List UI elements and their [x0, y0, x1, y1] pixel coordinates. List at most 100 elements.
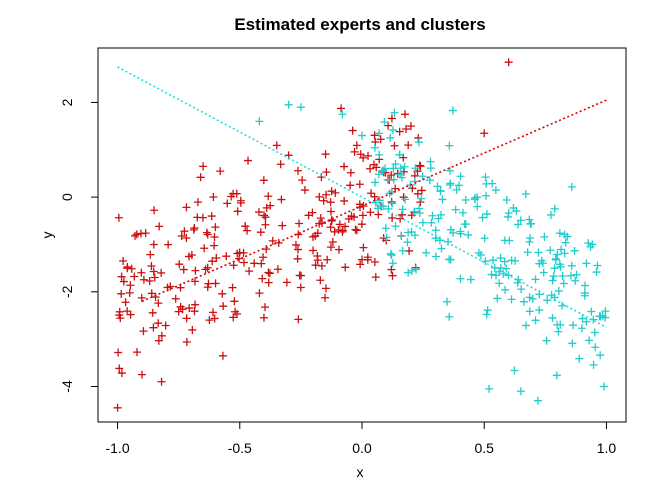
y-axis-title: y — [39, 232, 55, 239]
cluster-1-point — [388, 213, 397, 222]
cluster-2-point — [418, 218, 427, 227]
cluster-2-point — [358, 131, 366, 140]
cluster-2-point — [592, 268, 601, 277]
cluster-1-point — [146, 250, 155, 259]
cluster-1-point — [417, 186, 426, 195]
x-tick-label: -0.5 — [228, 440, 252, 456]
cluster-2-point — [493, 294, 502, 303]
cluster-1-point — [315, 219, 324, 228]
y-tick-label: 2 — [59, 98, 75, 106]
cluster-1-point — [182, 314, 191, 323]
cluster-1-point — [114, 348, 123, 357]
cluster-1-point — [295, 219, 304, 228]
cluster-2-point — [338, 110, 347, 119]
cluster-1-point — [328, 237, 337, 246]
cluster-1-point — [265, 269, 274, 278]
cluster-1-point — [341, 222, 350, 231]
cluster-2-point — [596, 351, 605, 360]
cluster-1-point — [352, 141, 361, 150]
cluster-1-point — [316, 214, 325, 223]
cluster-1-point — [164, 240, 173, 249]
expert-2-line — [117, 66, 607, 329]
cluster-2-point — [373, 204, 382, 213]
cluster-2-point — [550, 264, 559, 273]
cluster-2-point — [504, 209, 513, 218]
cluster-1-point — [150, 206, 159, 215]
cluster-1-point — [201, 265, 210, 274]
cluster-2-point — [391, 222, 400, 231]
cluster-1-point — [413, 189, 422, 198]
y-tick-label: 0 — [59, 193, 75, 201]
cluster-1-point — [117, 272, 126, 281]
cluster-2-point — [560, 249, 569, 258]
cluster-1-point — [326, 207, 335, 216]
cluster-2-point — [386, 249, 395, 258]
cluster-1-point — [244, 156, 253, 165]
cluster-1-point — [188, 325, 197, 334]
cluster-1-point — [145, 277, 154, 286]
cluster-1-point — [273, 265, 282, 274]
cluster-1-point — [370, 258, 379, 267]
cluster-2-point — [406, 181, 415, 190]
cluster-1-point — [276, 160, 285, 169]
cluster-1-point — [335, 220, 344, 229]
cluster-1-point — [261, 303, 270, 312]
cluster-1-point — [139, 327, 148, 336]
cluster-2-point — [525, 237, 534, 246]
cluster-1-point — [209, 193, 218, 202]
cluster-1-point — [123, 262, 132, 271]
cluster-1-point — [126, 281, 135, 290]
expert-lines — [117, 66, 607, 329]
cluster-2-point — [296, 103, 305, 112]
cluster-2-point — [444, 237, 453, 246]
cluster-2-point — [431, 252, 440, 261]
cluster-2-point — [255, 117, 264, 126]
cluster-1-point — [115, 364, 124, 373]
cluster-1-point — [180, 227, 189, 236]
cluster-2-point — [534, 248, 543, 257]
cluster-1-point — [154, 336, 163, 345]
cluster-2-point — [581, 281, 590, 290]
cluster-1-point — [335, 245, 344, 254]
cluster-2-point — [590, 328, 599, 337]
cluster-1-point — [330, 227, 339, 236]
x-tick-label: 0.0 — [352, 440, 372, 456]
cluster-1-point — [264, 192, 273, 201]
cluster-1-point — [179, 265, 188, 274]
cluster-2-point — [427, 218, 436, 227]
cluster-2-point — [422, 248, 431, 257]
cluster-2-point — [554, 327, 563, 336]
cluster-2-point — [446, 225, 455, 234]
cluster-2-point — [434, 214, 443, 223]
cluster-2-point — [464, 230, 473, 239]
cluster-1-point — [384, 121, 393, 130]
cluster-2-point — [601, 313, 610, 322]
cluster-1-point — [207, 212, 216, 221]
cluster-1-point — [294, 315, 303, 324]
cluster-1-point — [346, 168, 355, 177]
cluster-2-point — [481, 257, 490, 266]
cluster-2-point — [584, 239, 593, 248]
cluster-2-point — [435, 236, 444, 245]
cluster-2-point — [456, 274, 465, 283]
cluster-2-point — [521, 190, 530, 199]
cluster-2-point — [487, 270, 496, 279]
cluster-2-point — [535, 306, 544, 315]
cluster-1-point — [250, 259, 259, 268]
cluster-1-point — [266, 201, 275, 210]
cluster-2-point — [507, 295, 516, 304]
x-tick-label: 1.0 — [597, 440, 617, 456]
cluster-2-point — [550, 204, 559, 213]
cluster-1-point — [352, 226, 361, 235]
cluster-1-point — [366, 208, 375, 217]
cluster-2-point — [539, 268, 548, 277]
cluster-1-point — [366, 164, 375, 173]
cluster-2-point — [387, 251, 396, 260]
cluster-2-point — [445, 141, 454, 150]
cluster-2-point — [482, 310, 491, 319]
cluster-2-point — [382, 233, 391, 242]
cluster-1-point — [175, 260, 184, 269]
cluster-2-point — [559, 279, 568, 288]
cluster-2-point — [557, 245, 566, 254]
cluster-2-point — [513, 220, 522, 229]
